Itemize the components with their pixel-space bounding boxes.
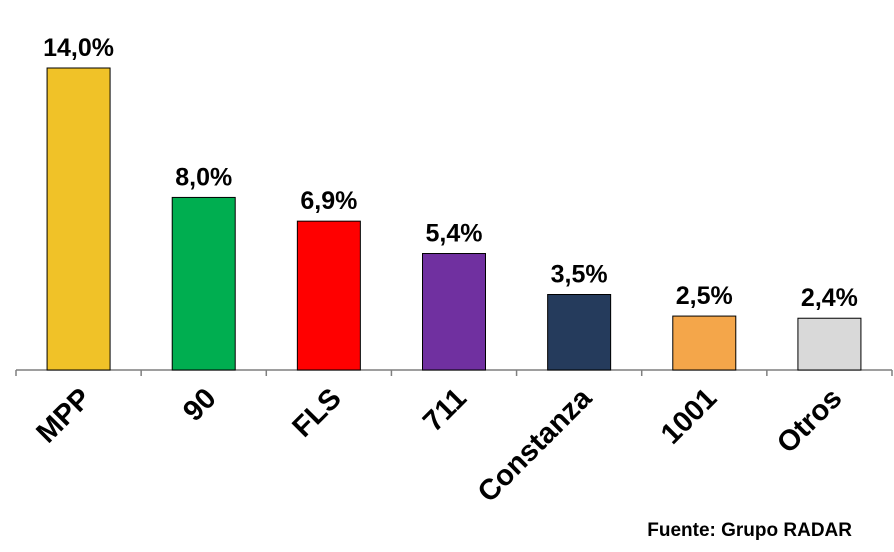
- category-label: 90: [177, 382, 222, 427]
- category-label: Otros: [771, 382, 848, 459]
- data-label: 6,9%: [300, 187, 357, 215]
- category-label: FLS: [286, 382, 347, 443]
- bar-constanza: [547, 294, 612, 371]
- data-label: 14,0%: [43, 34, 114, 62]
- bar-1001: [672, 315, 737, 371]
- data-label: 8,0%: [175, 163, 232, 191]
- category-label: 711: [417, 382, 473, 438]
- bar-fls: [296, 220, 361, 371]
- source-note: Fuente: Grupo RADAR: [647, 520, 852, 541]
- data-label: 5,4%: [426, 220, 483, 248]
- bar-mpp: [46, 67, 111, 371]
- data-label: 3,5%: [551, 261, 608, 289]
- category-label: 1001: [655, 382, 723, 450]
- category-label: MPP: [30, 382, 97, 449]
- bar-otros: [797, 317, 862, 371]
- bar-90: [171, 196, 236, 371]
- data-label: 2,5%: [676, 282, 733, 310]
- data-label: 2,4%: [801, 284, 858, 312]
- bar-711: [422, 253, 486, 371]
- category-label: Constanza: [472, 382, 599, 509]
